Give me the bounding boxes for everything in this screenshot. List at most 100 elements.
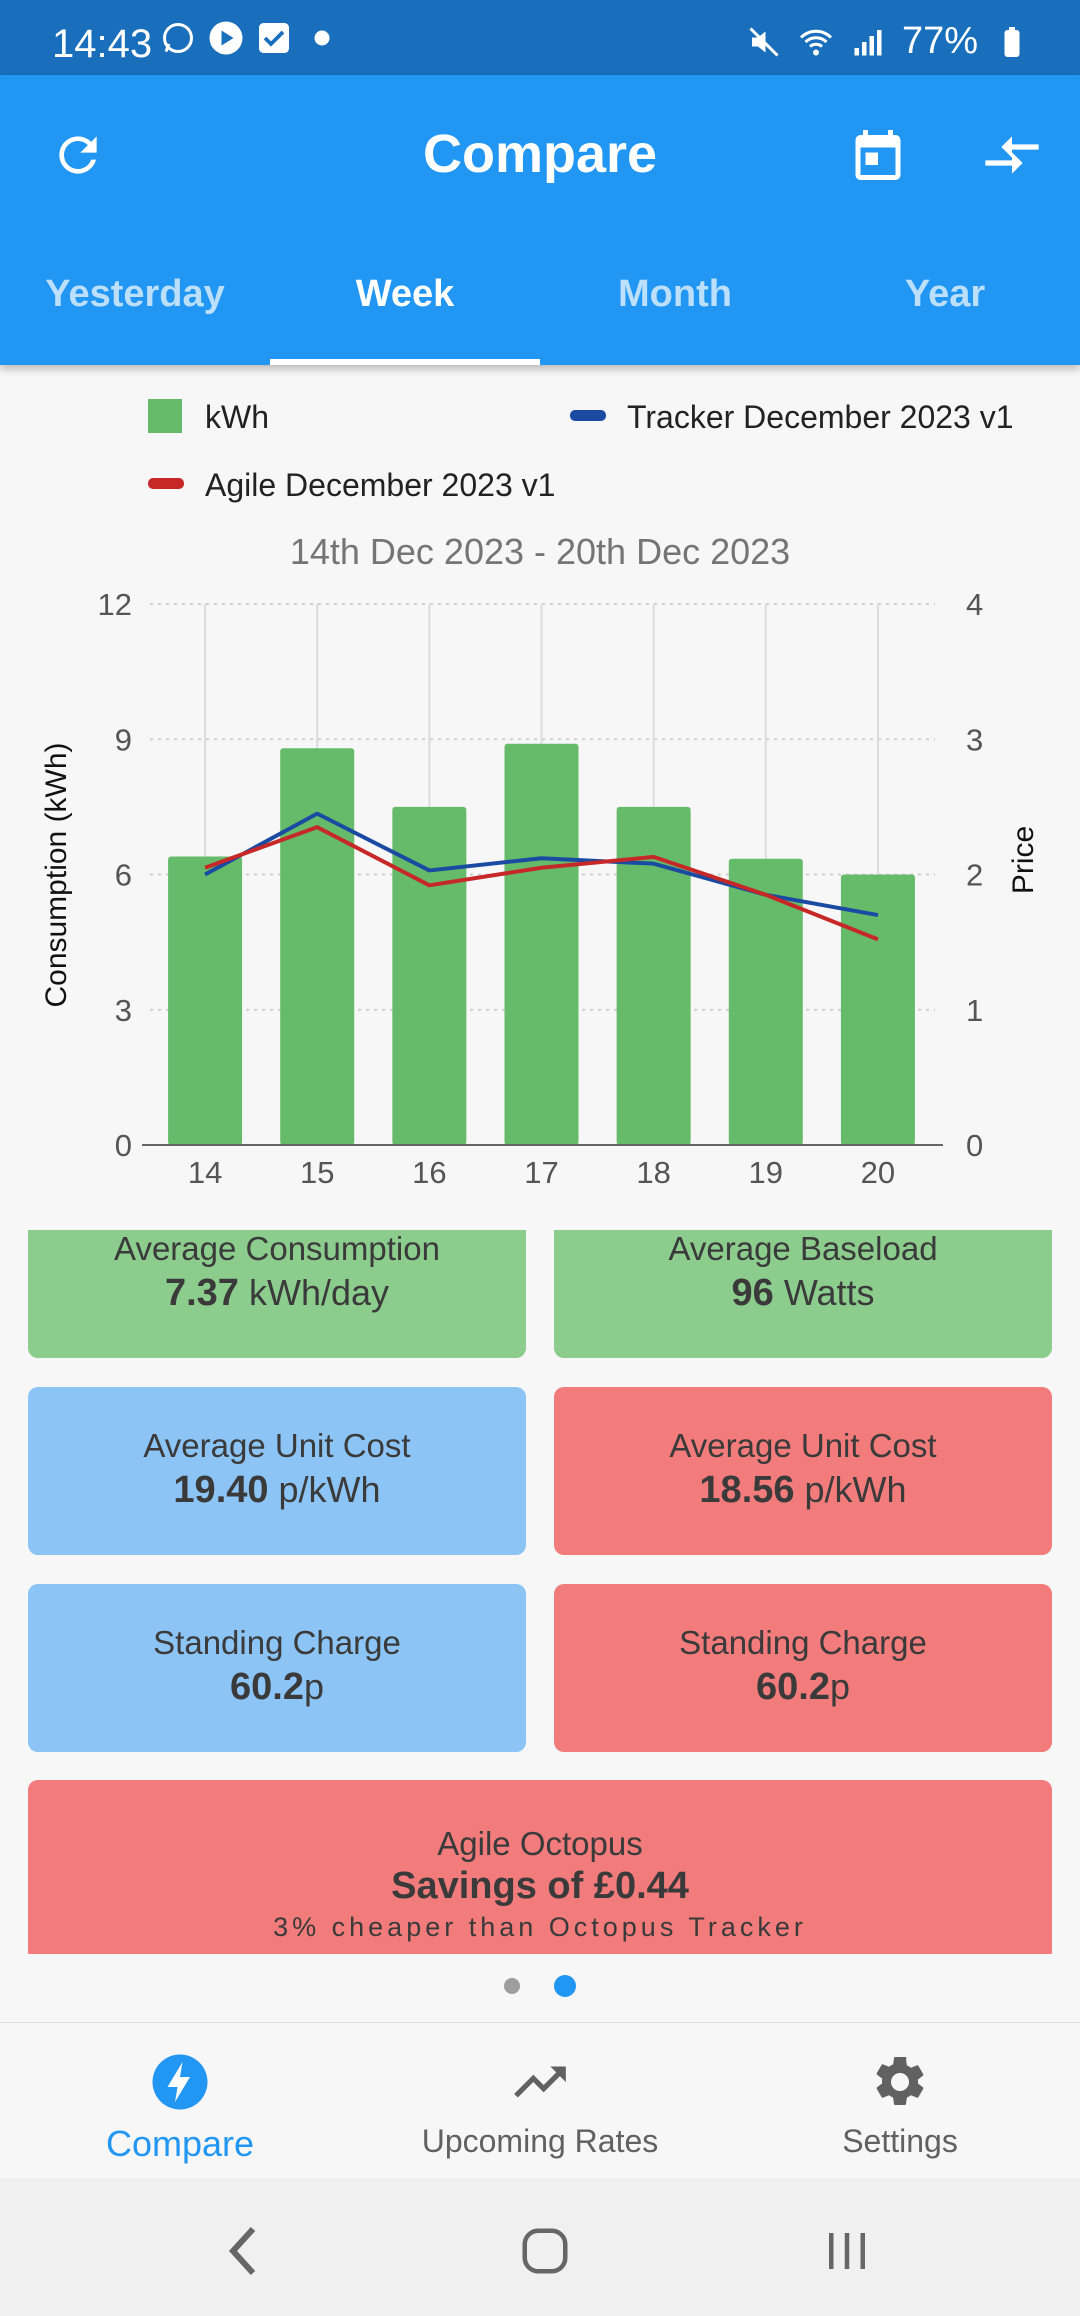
page-indicator (0, 1975, 1080, 1997)
nav-label: Upcoming Rates (421, 2123, 659, 2159)
tracker-standing-charge-card: Standing Charge 60.2p (28, 1584, 526, 1752)
dot-icon (314, 30, 330, 46)
legend-tracker-swatch (570, 410, 606, 421)
legend-kwh-swatch (148, 399, 182, 433)
bar-kwh-20 (840, 874, 915, 1145)
y2-tick-label: 1 (966, 993, 983, 1028)
card-label: Average Baseload (668, 1230, 938, 1267)
card-unit: Watts (783, 1272, 875, 1313)
card-value: 19.40 (173, 1469, 269, 1511)
card-value: 7.37 (164, 1272, 239, 1314)
chart-title: 14th Dec 2023 - 20th Dec 2023 (290, 531, 790, 572)
card-unit: p/kWh (278, 1469, 381, 1510)
y2-tick-label: 4 (966, 587, 983, 622)
bottom-navigation: Compare Upcoming Rates Settings (0, 2022, 1080, 2178)
tab-week[interactable]: Week (270, 255, 540, 365)
card-value: 60.2 (230, 1666, 304, 1708)
bolt-icon (152, 2054, 208, 2110)
average-baseload-card: Average Baseload 96 Watts (554, 1230, 1052, 1358)
savings-subtitle: 3% cheaper than Octopus Tracker (273, 1912, 807, 1942)
nav-label: Compare (105, 2123, 255, 2164)
legend-tracker-label: Tracker December 2023 v1 (627, 399, 1014, 435)
system-navigation (0, 2178, 1080, 2316)
y2-tick-label: 0 (966, 1128, 983, 1163)
play-icon (209, 21, 243, 55)
compare-arrows-button[interactable] (972, 115, 1052, 195)
savings-card: Agile Octopus Savings of £0.44 3% cheape… (28, 1780, 1052, 1954)
notification-icons (160, 20, 340, 56)
x-tick-label: 18 (636, 1155, 670, 1190)
y-tick-label: 0 (115, 1128, 132, 1163)
bar-kwh-14 (168, 856, 243, 1145)
tab-year[interactable]: Year (904, 273, 986, 315)
x-tick-label: 19 (749, 1155, 783, 1190)
agile-unit-cost-card: Average Unit Cost 18.56 p/kWh (554, 1387, 1052, 1555)
y-tick-label: 12 (98, 587, 132, 622)
nav-upcoming-rates[interactable]: Upcoming Rates (360, 2023, 720, 2178)
bar-kwh-18 (616, 806, 691, 1145)
card-unit: p/kWh (804, 1469, 907, 1510)
signal-icon (854, 29, 882, 55)
status-right: 77% (746, 20, 1030, 63)
legend-agile-swatch (148, 478, 184, 489)
x-tick-label: 16 (412, 1155, 446, 1190)
legend-agile-label: Agile December 2023 v1 (205, 467, 555, 503)
savings-title: Agile Octopus (437, 1825, 643, 1862)
battery-icon (1004, 26, 1020, 57)
x-tick-label: 20 (861, 1155, 895, 1190)
chart-area: kWh Tracker December 2023 v1 Agile Decembe… (0, 365, 1080, 1205)
line-agile (204, 825, 879, 942)
whatsapp-icon (163, 23, 193, 53)
card-value: 96 (731, 1272, 774, 1314)
y-tick-label: 9 (115, 722, 132, 757)
card-label: Standing Charge (679, 1624, 927, 1661)
card-value: 18.56 (699, 1469, 795, 1511)
x-tick-label: 17 (524, 1155, 558, 1190)
checkbox-icon (259, 23, 289, 53)
x-tick-label: 14 (188, 1155, 222, 1190)
app-bar: Compare Yesterday Week Month Year (0, 75, 1080, 365)
bar-kwh-17 (504, 743, 579, 1145)
status-bar: 14:43 77% (0, 0, 1080, 75)
period-tabs: Yesterday Week Month Year (0, 255, 1080, 365)
y-tick-label: 6 (115, 858, 132, 893)
card-label: Average Consumption (114, 1230, 440, 1267)
nav-settings[interactable]: Settings (720, 2023, 1080, 2178)
legend-kwh-label: kWh (205, 399, 269, 435)
page-dot-1[interactable] (504, 1978, 520, 1994)
compare-arrows-icon (985, 136, 1039, 174)
nav-compare[interactable]: Compare (0, 2023, 360, 2178)
bar-kwh-16 (392, 806, 467, 1145)
y-axis-title: Consumption (kWh) (40, 742, 73, 1007)
tab-yesterday[interactable]: Yesterday (45, 273, 225, 315)
y2-tick-label: 2 (966, 858, 983, 893)
mute-icon (749, 26, 779, 57)
y2-axis-title: Price (1007, 826, 1040, 894)
y-tick-label: 3 (115, 993, 132, 1028)
card-label: Standing Charge (153, 1624, 401, 1661)
tab-month[interactable]: Month (618, 273, 732, 315)
gear-icon (876, 2056, 924, 2105)
home-button[interactable] (510, 2216, 580, 2286)
bar-kwh-19 (728, 858, 803, 1145)
comparison-chart: kWh Tracker December 2023 v1 Agile Decembe… (40, 399, 1040, 1190)
x-tick-label: 15 (300, 1155, 334, 1190)
y2-tick-label: 3 (966, 722, 983, 757)
back-button[interactable] (210, 2216, 280, 2286)
calendar-button[interactable] (838, 115, 918, 195)
card-unit: kWh/day (248, 1272, 390, 1313)
trending-up-icon (514, 2066, 566, 2098)
card-unit: p (303, 1666, 324, 1707)
card-value: 60.2 (756, 1666, 830, 1708)
page-dot-2[interactable] (554, 1975, 576, 1997)
savings-headline: Savings of £0.44 (391, 1865, 689, 1907)
recents-button[interactable] (812, 2216, 882, 2286)
status-time: 14:43 (52, 22, 153, 66)
card-label: Average Unit Cost (143, 1427, 411, 1464)
card-unit: p (829, 1666, 850, 1707)
battery-percent: 77% (901, 20, 978, 62)
card-label: Average Unit Cost (669, 1427, 937, 1464)
wifi-icon (799, 29, 833, 55)
page-title: Compare (422, 124, 658, 184)
nav-label: Settings (842, 2123, 958, 2159)
